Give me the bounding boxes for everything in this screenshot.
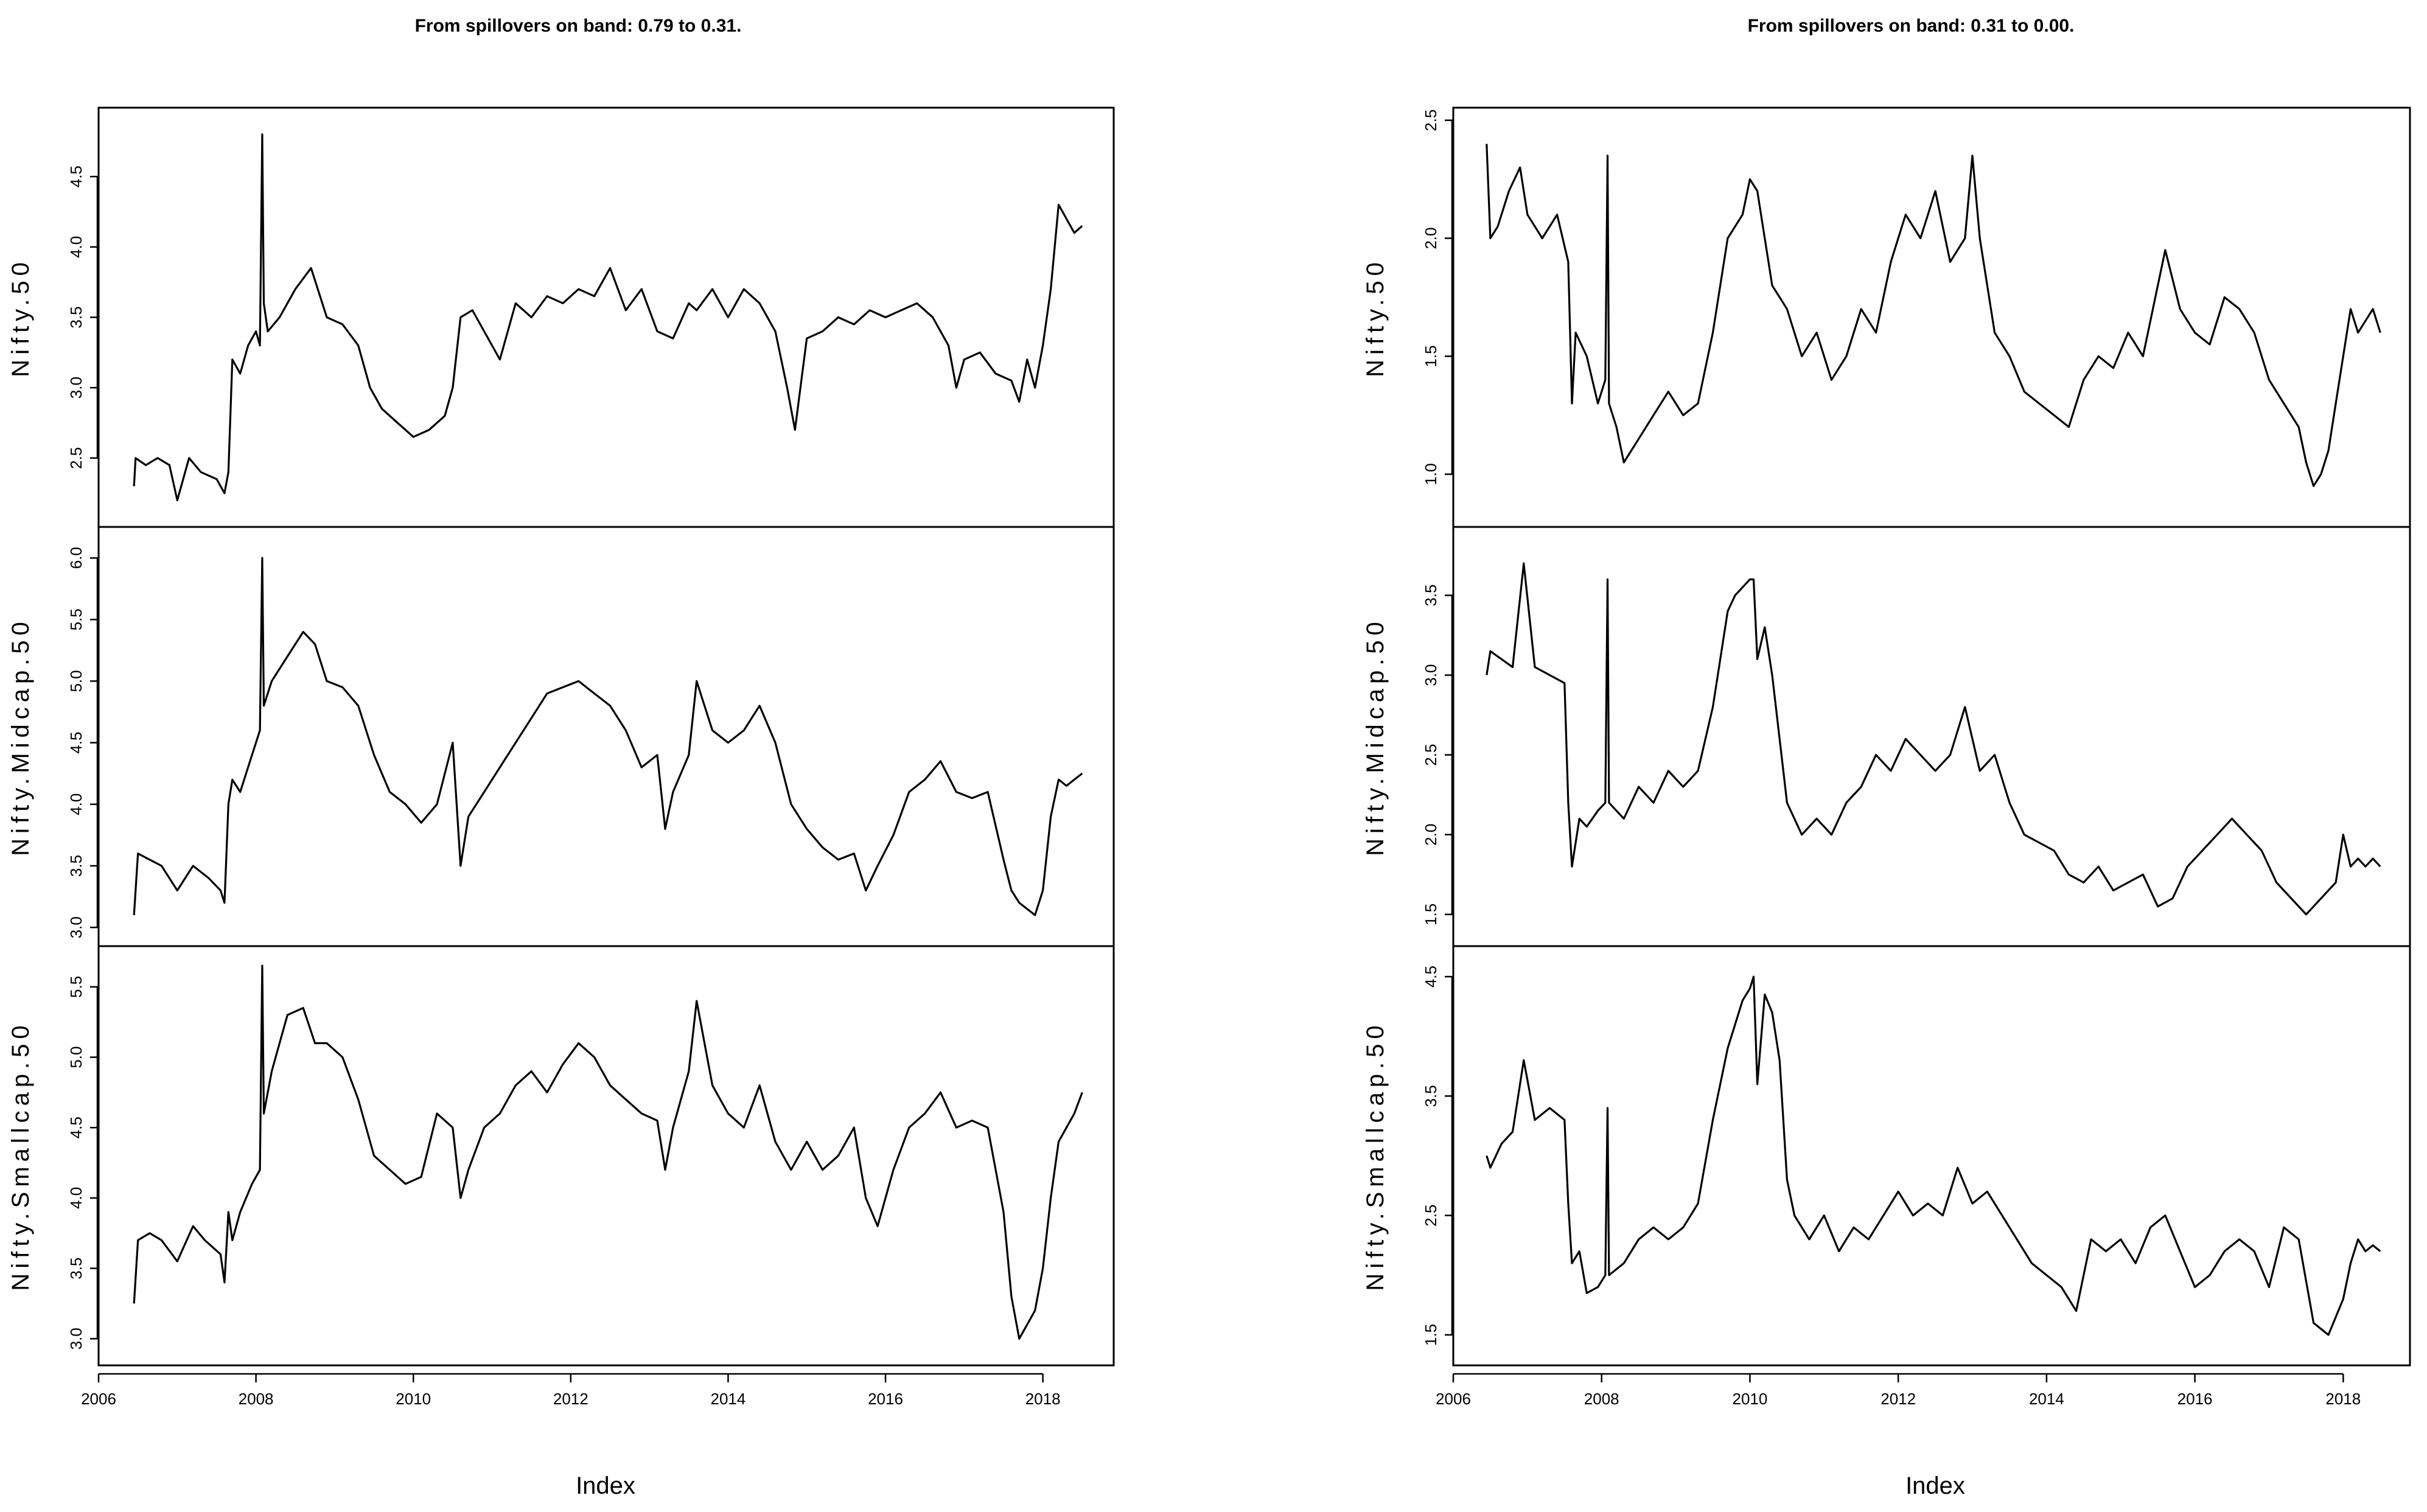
y-tick-label: 1.5 [1422,1324,1440,1346]
y-tick-label: 3.5 [1422,584,1440,606]
y-tick-label: 2.5 [1422,744,1440,766]
y-tick-label: 3.0 [67,1328,85,1350]
panel-frame [97,106,1115,528]
x-tick-label: 2008 [1584,1390,1619,1408]
y-tick-label: 3.0 [67,377,85,399]
series-line [133,964,1083,1340]
y-tick-label: 4.5 [67,1117,85,1138]
y-tick-label: 4.5 [67,165,85,187]
y-tick-label: 5.0 [67,670,85,692]
y-tick-label: 1.0 [1422,463,1440,485]
y-axis-label: Nifty.Midcap.50 [7,617,34,856]
x-tick-label: 2010 [1733,1390,1768,1408]
x-tick-label: 2006 [81,1390,116,1408]
y-axis-label: Nifty.Midcap.50 [1362,617,1389,856]
x-tick-label: 2012 [553,1390,588,1408]
y-tick-label: 3.5 [1422,1085,1440,1107]
x-tick-label: 2018 [1025,1390,1061,1408]
panel-frame [1452,106,2411,528]
y-tick-label: 2.5 [1422,1205,1440,1227]
y-tick-label: 1.5 [1422,345,1440,367]
y-tick-label: 3.5 [67,1257,85,1279]
x-tick-label: 2018 [2325,1390,2361,1408]
x-axis-label: Index [576,1472,635,1499]
panel-frame [97,945,1115,1367]
y-tick-label: 2.0 [1422,824,1440,846]
x-tick-label: 2008 [239,1390,274,1408]
panel-frame [1452,945,2411,1367]
y-tick-label: 4.0 [67,1187,85,1209]
series-line [1486,975,2381,1336]
y-axis-label: Nifty.50 [7,257,34,377]
panel-frame [97,526,1115,947]
chart-column-1: From spillovers on band: 0.79 to 0.31. 2.… [7,16,1115,1499]
series-line [133,133,1083,501]
y-tick-label: 6.0 [67,547,85,569]
y-tick-label: 4.5 [67,732,85,754]
x-tick-label: 2012 [1880,1390,1916,1408]
y-tick-label: 3.5 [67,855,85,877]
x-tick-label: 2014 [710,1390,746,1408]
x-tick-label: 2016 [868,1390,903,1408]
series-line [133,557,1083,916]
y-axis-label: Nifty.Smallcap.50 [1362,1020,1389,1291]
series-line [1486,562,2381,916]
y-tick-label: 5.5 [67,976,85,998]
panel-3: 3.0 3.5 4.0 4.5 5.0 5.5 Nifty.Smallcap.50 [7,945,1115,1367]
panel-2: 3.0 3.5 4.0 4.5 5.0 5.5 6.0 Nifty.Midcap.50 [7,526,1115,947]
series-line [1486,144,2381,487]
x-tick-label: 2016 [2177,1390,2213,1408]
y-tick-label: 2.5 [1422,110,1440,131]
y-tick-label: 2.5 [67,447,85,469]
y-tick-label: 3.0 [1422,664,1440,686]
y-tick-label: 5.0 [67,1047,85,1068]
panel-2: 1.5 2.0 2.5 3.0 3.5 Nifty.Midcap.50 [1362,526,2411,947]
x-tick-label: 2014 [2029,1390,2064,1408]
y-tick-label: 1.5 [1422,904,1440,925]
y-tick-label: 3.5 [67,306,85,328]
chart-title: From spillovers on band: 0.79 to 0.31. [415,16,742,36]
panel-1: 2.5 3.0 3.5 4.0 4.5 Nifty.50 [7,106,1115,528]
y-tick-label: 4.5 [1422,966,1440,988]
x-tick-label: 2010 [396,1390,431,1408]
y-tick-label: 4.0 [67,793,85,815]
panel-frame [1452,526,2411,947]
y-tick-label: 4.0 [67,236,85,258]
panel-1: 1.0 1.5 2.0 2.5 Nifty.50 [1362,106,2411,528]
panel-3: 1.5 2.5 3.5 4.5 Nifty.Smallcap.50 [1362,945,2411,1367]
x-axis-label: Index [1905,1472,1965,1499]
y-axis-label: Nifty.Smallcap.50 [7,1020,34,1291]
chart-column-2: From spillovers on band: 0.31 to 0.00. 1.… [1362,16,2411,1499]
y-tick-label: 5.5 [67,608,85,630]
x-tick-label: 2006 [1436,1390,1471,1408]
y-tick-label: 2.0 [1422,228,1440,249]
y-tick-label: 3.0 [67,916,85,938]
y-axis-label: Nifty.50 [1362,257,1389,377]
chart-title: From spillovers on band: 0.31 to 0.00. [1748,16,2075,36]
